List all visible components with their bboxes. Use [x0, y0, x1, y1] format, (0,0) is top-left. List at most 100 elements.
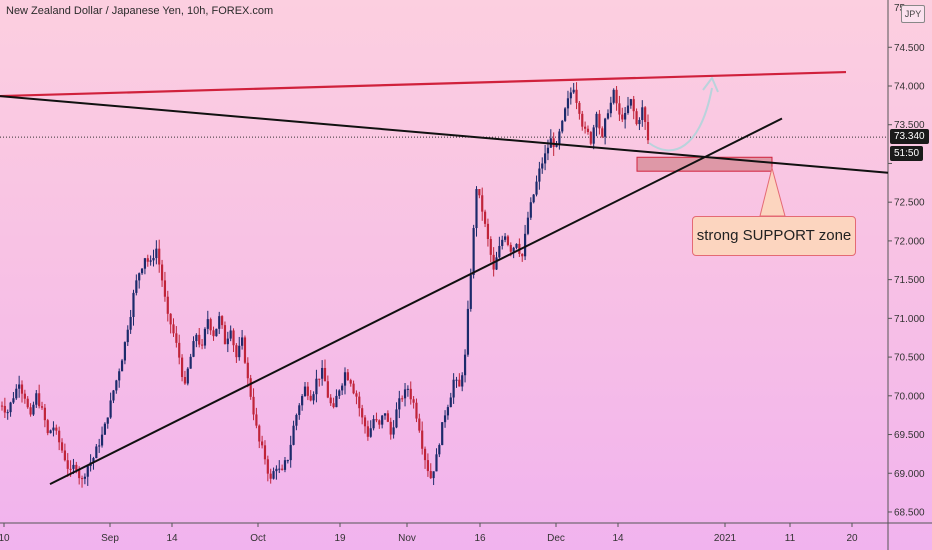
candle-body	[169, 313, 172, 325]
candle-body	[43, 407, 46, 421]
candle-body	[200, 344, 204, 346]
y-tick-label: 73.500	[894, 120, 925, 131]
candle-body	[306, 386, 309, 396]
candle-body	[503, 236, 507, 240]
candle-body	[575, 89, 578, 103]
candle-body	[338, 390, 341, 396]
candle-body	[323, 367, 327, 382]
candle-body	[452, 379, 455, 398]
candle-body	[461, 375, 464, 387]
candle-body	[438, 445, 441, 455]
annotation-callout[interactable]: strong SUPPORT zone	[692, 216, 856, 256]
candle-body	[249, 378, 252, 397]
candle-body	[40, 406, 44, 408]
candle-body	[318, 378, 321, 380]
candle-body	[12, 398, 15, 403]
y-tick-label: 68.500	[894, 507, 925, 518]
candle-body	[612, 89, 615, 103]
candle-body	[126, 329, 129, 343]
x-tick-label: Oct	[250, 533, 266, 544]
candle-body	[552, 138, 555, 147]
candle-body	[258, 425, 261, 442]
candle-body	[118, 371, 121, 381]
candle-body	[389, 421, 392, 435]
resistance-line	[0, 70, 847, 98]
candle-body	[35, 393, 38, 405]
candle-body	[644, 107, 647, 122]
candle-body	[606, 113, 610, 119]
candle-body	[86, 466, 89, 477]
candle-body	[401, 398, 404, 400]
candle-body	[523, 233, 527, 257]
chart-title: New Zealand Dollar / Japanese Yen, 10h, …	[6, 5, 274, 17]
candle-body	[363, 417, 367, 427]
candle-body	[472, 228, 475, 275]
candle-body	[375, 419, 378, 421]
candle-body	[383, 413, 387, 416]
candle-body	[261, 441, 264, 446]
candle-body	[632, 99, 635, 112]
candle-body	[398, 398, 401, 410]
candle-body	[215, 328, 218, 337]
candle-body	[269, 473, 272, 479]
annotation-text: strong SUPPORT zone	[696, 227, 852, 244]
candle-body	[569, 92, 572, 99]
candle-body	[52, 427, 55, 431]
candle-body	[315, 378, 318, 395]
candle-body	[638, 120, 641, 125]
candle-body	[58, 430, 61, 443]
candle-body	[83, 476, 86, 479]
candle-body	[615, 89, 618, 104]
y-tick-label: 70.500	[894, 353, 925, 364]
candle-body	[352, 383, 355, 394]
x-tick-label: 16	[474, 533, 486, 544]
candle-body	[78, 469, 81, 479]
candle-body	[415, 402, 418, 419]
candle-body	[206, 319, 209, 329]
candle-body	[341, 385, 344, 391]
candle-body	[232, 330, 235, 346]
y-tick-label: 75.	[894, 3, 908, 14]
candle-body	[63, 450, 66, 461]
candle-body	[109, 400, 112, 418]
x-tick-label: 14	[166, 533, 178, 544]
x-tick-label: 10	[0, 533, 10, 544]
candle-body	[209, 319, 212, 331]
y-tick-label: 72.000	[894, 236, 925, 247]
currency-label[interactable]: JPY	[901, 5, 925, 23]
y-tick-label: 69.000	[894, 469, 925, 480]
candle-body	[381, 415, 384, 425]
candle-body	[409, 388, 412, 400]
candle-body	[423, 448, 427, 461]
candle-body	[241, 337, 244, 346]
candle-body	[509, 244, 512, 252]
candle-body	[163, 280, 167, 297]
candle-body	[129, 316, 132, 330]
candle-body	[595, 113, 598, 128]
candle-body	[369, 428, 372, 437]
projection-arrow	[648, 87, 713, 152]
candle-body	[112, 390, 115, 401]
candle-body	[581, 113, 584, 127]
candle-body	[481, 195, 484, 212]
candle-body	[426, 460, 430, 472]
candle-body	[178, 342, 181, 358]
x-tick-label: 14	[612, 533, 624, 544]
candle-body	[535, 181, 538, 195]
x-tick-label: 11	[785, 533, 796, 544]
candle-body	[618, 103, 621, 115]
candle-body	[532, 194, 535, 203]
candle-body	[506, 236, 510, 245]
candle-body	[366, 426, 369, 437]
candle-body	[541, 163, 544, 169]
candle-body	[218, 316, 221, 329]
candle-body	[609, 102, 612, 114]
y-tick-label: 72.500	[894, 198, 925, 209]
candle-body	[566, 98, 570, 109]
candle-body	[455, 379, 458, 381]
candle-body	[329, 397, 332, 404]
candle-body	[29, 407, 32, 415]
candle-body	[378, 420, 381, 425]
candle-body	[38, 393, 41, 407]
